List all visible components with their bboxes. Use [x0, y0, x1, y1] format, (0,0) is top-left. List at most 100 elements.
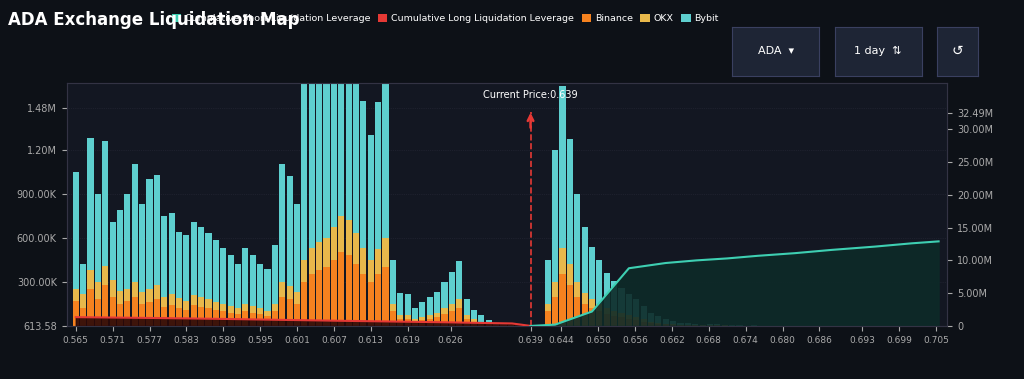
Bar — [449, 311, 455, 326]
Bar — [375, 102, 381, 249]
Bar — [589, 299, 595, 308]
Bar — [257, 308, 263, 314]
Bar — [331, 227, 337, 260]
Bar — [412, 319, 418, 321]
Bar — [161, 216, 167, 296]
Bar — [154, 174, 160, 285]
Bar — [146, 302, 153, 326]
Bar — [161, 296, 167, 307]
Bar — [102, 141, 109, 266]
Text: ↺: ↺ — [951, 44, 964, 58]
Bar — [73, 289, 79, 301]
Bar — [198, 307, 204, 326]
Bar — [176, 308, 182, 326]
Bar — [345, 220, 351, 255]
Bar — [206, 233, 212, 299]
Bar — [648, 313, 654, 321]
Bar — [464, 315, 470, 319]
Text: ADA Exchange Liquidation Map: ADA Exchange Liquidation Map — [8, 11, 300, 29]
Bar — [227, 255, 233, 306]
Bar — [478, 315, 484, 321]
Bar — [618, 313, 625, 317]
Bar — [316, 242, 323, 270]
Bar — [360, 274, 367, 326]
Bar — [419, 317, 425, 320]
Bar — [648, 323, 654, 326]
Bar — [434, 313, 440, 317]
Bar — [102, 285, 109, 326]
Bar — [338, 17, 344, 216]
Bar — [382, 69, 388, 238]
Bar — [419, 320, 425, 326]
Bar — [117, 210, 123, 291]
Bar — [316, 36, 323, 242]
Bar — [368, 260, 374, 282]
Bar — [190, 222, 197, 295]
Bar — [301, 83, 307, 260]
Bar — [441, 314, 447, 326]
Bar — [663, 319, 669, 324]
Bar — [626, 294, 632, 315]
Bar — [280, 282, 286, 296]
Bar — [685, 325, 691, 326]
Bar — [308, 248, 314, 274]
Bar — [715, 324, 721, 325]
Bar — [559, 86, 565, 248]
Bar — [729, 325, 735, 326]
Bar — [552, 296, 558, 326]
Bar — [655, 316, 662, 323]
Bar — [280, 164, 286, 282]
Bar — [227, 306, 233, 313]
Bar — [183, 301, 189, 310]
Bar — [264, 310, 270, 316]
Bar — [206, 299, 212, 308]
Bar — [146, 179, 153, 289]
Bar — [559, 248, 565, 274]
Bar — [582, 227, 588, 293]
Bar — [449, 304, 455, 311]
Bar — [331, 22, 337, 227]
Bar — [471, 319, 477, 321]
Bar — [397, 293, 403, 315]
Bar — [227, 313, 233, 326]
Bar — [434, 317, 440, 326]
Bar — [132, 164, 138, 282]
Bar — [485, 324, 492, 326]
Bar — [382, 238, 388, 267]
Bar — [345, 255, 351, 326]
Bar — [257, 314, 263, 326]
Bar — [427, 297, 433, 315]
Bar — [508, 325, 514, 326]
Bar — [382, 267, 388, 326]
Bar — [589, 247, 595, 299]
Bar — [626, 319, 632, 326]
Bar — [139, 204, 145, 292]
Bar — [110, 280, 116, 296]
Bar — [338, 252, 344, 326]
Bar — [567, 139, 573, 264]
Bar — [132, 282, 138, 296]
Bar — [257, 264, 263, 308]
Bar — [441, 282, 447, 308]
Bar — [353, 264, 359, 326]
Bar — [641, 321, 647, 326]
Bar — [434, 292, 440, 313]
Bar — [655, 324, 662, 326]
Bar — [80, 294, 86, 308]
Bar — [264, 316, 270, 326]
Bar — [390, 304, 396, 311]
Bar — [117, 304, 123, 326]
Bar — [574, 194, 581, 282]
Bar — [722, 325, 728, 326]
Bar — [449, 271, 455, 304]
Bar — [124, 301, 130, 326]
Bar — [685, 323, 691, 325]
Bar — [243, 248, 249, 304]
Bar — [485, 320, 492, 324]
Bar — [190, 295, 197, 305]
Bar — [234, 314, 241, 326]
Bar — [360, 248, 367, 274]
Bar — [243, 311, 249, 326]
Bar — [213, 240, 219, 302]
Bar — [678, 325, 684, 326]
